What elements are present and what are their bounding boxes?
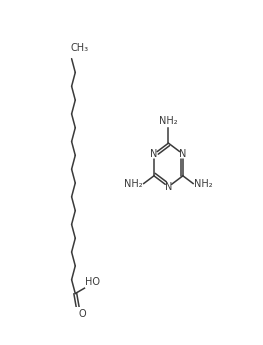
Text: NH₂: NH₂ [194,179,213,189]
Text: CH₃: CH₃ [70,43,89,53]
Text: N: N [150,149,158,159]
Text: HO: HO [85,277,100,287]
Text: NH₂: NH₂ [159,116,178,126]
Text: N: N [165,182,172,192]
Text: N: N [179,149,186,159]
Text: NH₂: NH₂ [124,179,143,189]
Text: O: O [78,309,86,319]
